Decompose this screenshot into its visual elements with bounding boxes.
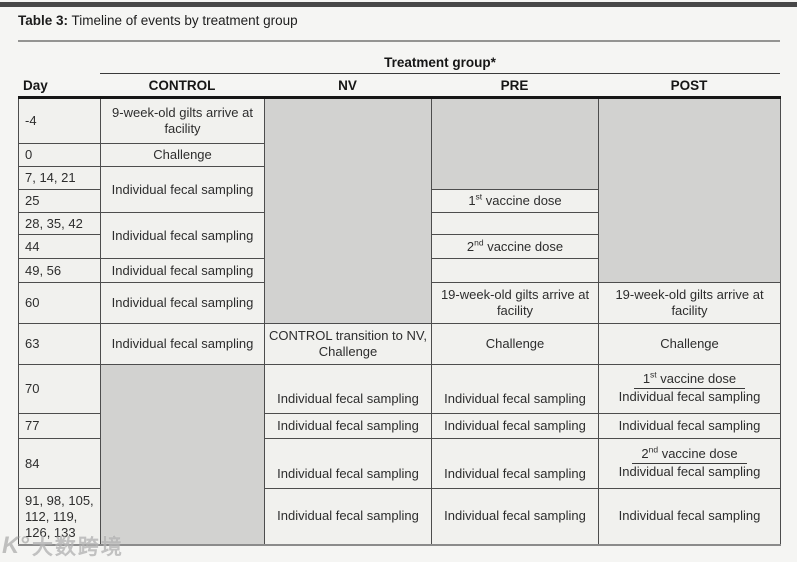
day-cell: 77 bbox=[18, 413, 101, 439]
event-cell-pre-sampling: Individual fecal sampling bbox=[431, 364, 599, 414]
event-cell-pre-vaccine1: 1st vaccine dose bbox=[431, 189, 599, 213]
day-cell: 60 bbox=[18, 282, 101, 324]
event-cell-post-vaccine1-sampling: 1st vaccine dose Individual fecal sampli… bbox=[598, 364, 781, 414]
event-cell-post-sampling: Individual fecal sampling bbox=[598, 488, 781, 545]
empty-cell-pre bbox=[431, 258, 599, 283]
event-cell-post-arrival: 19-week-old gilts arrive at facility bbox=[598, 282, 781, 324]
day-cell: 63 bbox=[18, 323, 101, 365]
column-header-pre: PRE bbox=[500, 78, 529, 93]
table-title-label: Table 3: bbox=[18, 13, 69, 28]
event-cell-post-vaccine2-sampling: 2nd vaccine dose Individual fecal sampli… bbox=[598, 438, 781, 489]
event-cell-control-sampling: Individual fecal sampling bbox=[100, 166, 265, 213]
title-divider bbox=[18, 40, 780, 42]
event-cell-control-arrival: 9-week-old gilts arrive at facility bbox=[100, 97, 265, 144]
treatment-group-underline bbox=[100, 73, 780, 74]
day-cell: -4 bbox=[18, 97, 101, 144]
event-cell-pre-vaccine2: 2nd vaccine dose bbox=[431, 234, 599, 259]
day-cell: 7, 14, 21 bbox=[18, 166, 101, 190]
vaccine1-label: 1st vaccine dose bbox=[468, 191, 562, 209]
event-cell-nv-sampling: Individual fecal sampling bbox=[264, 488, 432, 545]
empty-cell-pre bbox=[431, 212, 599, 235]
column-header-row: Day CONTROL NV PRE POST bbox=[18, 75, 780, 96]
column-header-post: POST bbox=[670, 78, 708, 93]
event-cell-pre-sampling: Individual fecal sampling bbox=[431, 488, 599, 545]
treatment-group-header: Treatment group* bbox=[384, 55, 496, 70]
timeline-table: -4 9-week-old gilts arrive at facility 0… bbox=[18, 96, 781, 546]
vaccine1-underlined-label: 1st vaccine dose bbox=[633, 371, 746, 389]
event-cell-nv-sampling: Individual fecal sampling bbox=[264, 438, 432, 489]
day-cell: 28, 35, 42 bbox=[18, 212, 101, 235]
event-cell-pre-challenge: Challenge bbox=[431, 323, 599, 365]
event-cell-pre-arrival: 19-week-old gilts arrive at facility bbox=[431, 282, 599, 324]
shaded-cell-nv bbox=[264, 97, 432, 324]
table-title-text: Timeline of events by treatment group bbox=[68, 13, 298, 28]
event-cell-post-sampling: Individual fecal sampling bbox=[598, 413, 781, 439]
event-cell-nv-sampling: Individual fecal sampling bbox=[264, 364, 432, 414]
post-sampling-label: Individual fecal sampling bbox=[618, 389, 761, 404]
shaded-cell-control bbox=[100, 364, 265, 545]
event-cell-control-sampling: Individual fecal sampling bbox=[100, 212, 265, 259]
column-header-day: Day bbox=[23, 78, 48, 93]
day-cell: 25 bbox=[18, 189, 101, 213]
event-cell-pre-sampling: Individual fecal sampling bbox=[431, 413, 599, 439]
table-title: Table 3: Timeline of events by treatment… bbox=[18, 13, 298, 28]
event-cell-post-challenge: Challenge bbox=[598, 323, 781, 365]
day-cell: 0 bbox=[18, 143, 101, 167]
event-cell-nv-sampling: Individual fecal sampling bbox=[264, 413, 432, 439]
column-header-nv: NV bbox=[338, 78, 357, 93]
event-cell-control-sampling: Individual fecal sampling bbox=[100, 323, 265, 365]
shaded-cell-post bbox=[598, 97, 781, 283]
event-cell-control-sampling: Individual fecal sampling bbox=[100, 282, 265, 324]
event-cell-control-sampling: Individual fecal sampling bbox=[100, 258, 265, 283]
vaccine2-underlined-label: 2nd vaccine dose bbox=[632, 445, 747, 464]
shaded-cell-pre bbox=[431, 97, 599, 190]
vaccine2-label: 2nd vaccine dose bbox=[466, 237, 564, 254]
day-cell: 84 bbox=[18, 438, 101, 489]
top-rule-bar bbox=[0, 2, 797, 7]
column-header-control: CONTROL bbox=[148, 78, 216, 93]
post-sampling-label: Individual fecal sampling bbox=[618, 463, 761, 479]
day-cell: 70 bbox=[18, 364, 101, 414]
event-cell-nv-transition: CONTROL transition to NV, Challenge bbox=[264, 323, 432, 365]
event-cell-control-challenge: Challenge bbox=[100, 143, 265, 167]
day-cell: 49, 56 bbox=[18, 258, 101, 283]
day-cell: 44 bbox=[18, 234, 101, 259]
day-cell: 91, 98, 105, 112, 119, 126, 133 bbox=[18, 488, 101, 545]
event-cell-pre-sampling: Individual fecal sampling bbox=[431, 438, 599, 489]
